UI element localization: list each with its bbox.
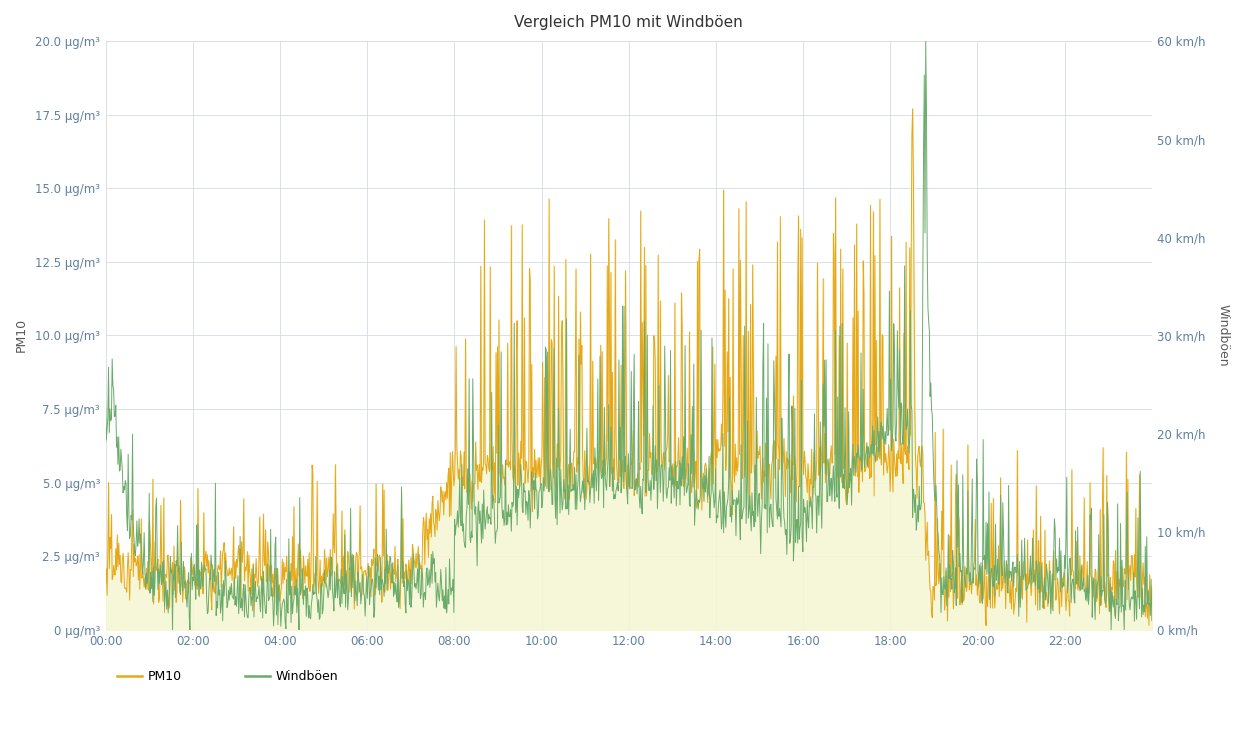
Y-axis label: PM10: PM10 [15,318,27,353]
Title: Vergleich PM10 mit Windböen: Vergleich PM10 mit Windböen [514,15,743,30]
Legend: PM10, Windböen: PM10, Windböen [112,666,344,689]
Y-axis label: Windböen: Windböen [1218,304,1230,367]
